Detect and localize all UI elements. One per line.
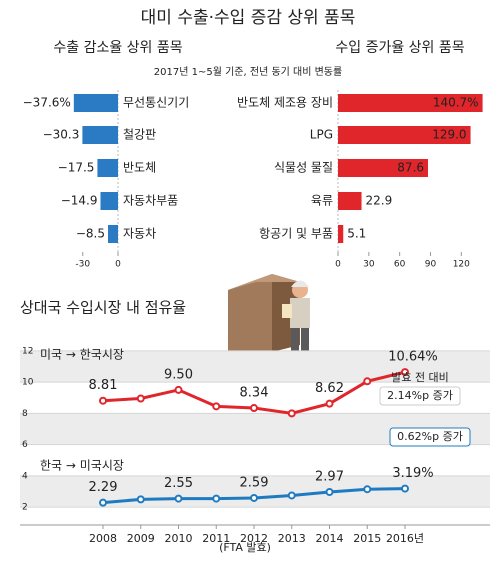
bar bbox=[97, 159, 118, 177]
value-label: −17.5 bbox=[58, 161, 95, 175]
point bbox=[99, 498, 107, 507]
category-label: 육류 bbox=[311, 194, 333, 208]
value-label: 9.50 bbox=[164, 367, 193, 382]
chart-title: 상대국 수입시장 내 점유율 bbox=[20, 299, 186, 317]
bar bbox=[338, 192, 362, 210]
category-label: 철강판 bbox=[123, 128, 156, 142]
annotation: 0.62%p 증가 bbox=[397, 430, 463, 443]
chart-title: 수출 감소율 상위 품목 bbox=[53, 40, 182, 56]
category-label: 무선통신기기 bbox=[123, 96, 189, 110]
point bbox=[363, 485, 372, 494]
category-label: 자동차 bbox=[123, 227, 156, 241]
point bbox=[136, 394, 145, 403]
x-tick-label: 0 bbox=[115, 260, 121, 270]
value-label: 2.97 bbox=[315, 470, 344, 485]
point bbox=[401, 484, 409, 493]
x-tick-label: 0 bbox=[335, 260, 341, 270]
y-tick-label: 8 bbox=[22, 409, 28, 419]
point bbox=[174, 385, 183, 394]
value-label: 2.55 bbox=[164, 476, 193, 491]
y-tick-label: 12 bbox=[22, 346, 33, 356]
x-tick-label: 2013 bbox=[278, 532, 306, 545]
bar bbox=[338, 225, 344, 243]
subtitle: 2017년 1~5월 기준, 전년 동기 대비 변동률 bbox=[154, 66, 342, 78]
x-tick-label: 2015 bbox=[353, 532, 381, 545]
value-label: 140.7% bbox=[433, 96, 479, 110]
point bbox=[363, 377, 372, 386]
value-label: 3.19% bbox=[392, 466, 433, 481]
value-label: −8.5 bbox=[76, 227, 105, 241]
bar bbox=[338, 159, 429, 177]
value-label: −37.6% bbox=[23, 96, 71, 110]
point bbox=[136, 495, 145, 504]
value-label: 22.9 bbox=[366, 194, 393, 208]
category-label: 항공기 및 부품 bbox=[259, 227, 333, 241]
x-tick-label: 2012 bbox=[240, 532, 268, 545]
x-tick-label: 90 bbox=[425, 260, 437, 270]
value-label: 87.6 bbox=[397, 161, 424, 175]
bar bbox=[73, 94, 118, 112]
value-label: 2.29 bbox=[89, 480, 118, 495]
x-tick-label: 2011 bbox=[202, 532, 230, 545]
value-label: 5.1 bbox=[347, 227, 366, 241]
point bbox=[325, 399, 334, 408]
annotation-box bbox=[389, 427, 471, 447]
x-tick-label: 60 bbox=[394, 260, 406, 270]
value-label: 129.0 bbox=[432, 128, 466, 142]
category-label: 반도체 제조용 장비 bbox=[237, 96, 333, 110]
x-tick-label: 2010 bbox=[165, 532, 193, 545]
point bbox=[401, 368, 409, 377]
x-tick-label: 120 bbox=[453, 260, 470, 270]
legend-label: 한국 → 미국시장 bbox=[40, 459, 124, 473]
point bbox=[287, 491, 296, 500]
value-label: 8.34 bbox=[240, 386, 269, 401]
point bbox=[325, 488, 334, 497]
value-label: 8.62 bbox=[315, 381, 344, 396]
x-tick-label: -30 bbox=[75, 260, 90, 270]
x-tick-label: 2008 bbox=[89, 532, 117, 545]
main-title: 대미 수출·수입 증감 상위 품목 bbox=[141, 8, 356, 28]
category-label: 자동차부품 bbox=[123, 194, 178, 208]
annotation: (FTA 발효) bbox=[219, 541, 271, 554]
value-label: 2.59 bbox=[240, 475, 269, 490]
value-label: 10.64% bbox=[388, 350, 438, 365]
category-label: LPG bbox=[310, 128, 333, 142]
category-label: 반도체 bbox=[123, 161, 156, 175]
point bbox=[250, 493, 258, 502]
value-label: 8.81 bbox=[89, 378, 118, 393]
y-tick-label: 4 bbox=[22, 471, 28, 481]
bar bbox=[100, 192, 118, 210]
x-tick-label: 2016년 bbox=[386, 532, 424, 545]
x-tick-label: 30 bbox=[363, 260, 375, 270]
chart-title: 수입 증가율 상위 품목 bbox=[335, 40, 464, 56]
bar bbox=[338, 126, 471, 144]
y-tick-label: 2 bbox=[22, 503, 28, 513]
grid-band bbox=[20, 475, 490, 508]
point bbox=[99, 396, 107, 405]
bar bbox=[108, 225, 118, 243]
point bbox=[212, 402, 221, 411]
point bbox=[174, 494, 183, 503]
value-label: −14.9 bbox=[61, 194, 98, 208]
x-tick-label: 2009 bbox=[127, 532, 155, 545]
point bbox=[250, 404, 258, 413]
annotation: 2.14%p 증가 bbox=[387, 389, 453, 402]
annotation-box bbox=[379, 386, 461, 406]
grid-band bbox=[20, 350, 490, 383]
x-tick-label: 2014 bbox=[316, 532, 344, 545]
point bbox=[287, 409, 296, 418]
y-tick-label: 6 bbox=[22, 440, 28, 450]
legend-label: 미국 → 한국시장 bbox=[40, 348, 124, 362]
y-tick-label: 10 bbox=[22, 378, 34, 388]
bar bbox=[82, 126, 118, 144]
value-label: −30.3 bbox=[43, 128, 80, 142]
point bbox=[212, 494, 221, 503]
category-label: 식물성 물질 bbox=[274, 161, 333, 175]
bar bbox=[338, 94, 483, 112]
annotation: 발효 전 대비 bbox=[391, 371, 449, 384]
illustration bbox=[228, 274, 310, 360]
